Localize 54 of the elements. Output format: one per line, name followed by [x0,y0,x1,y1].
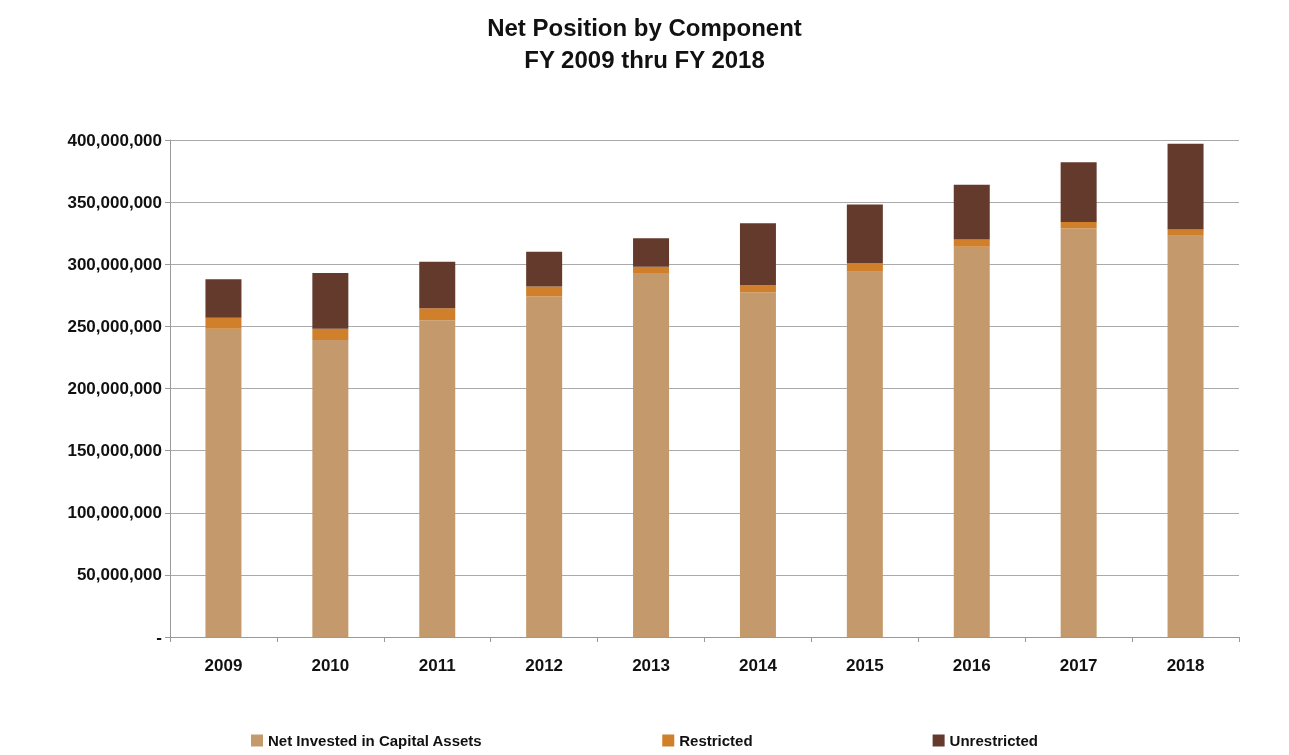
bar [739,292,776,637]
bar [419,308,456,321]
bar [953,239,990,247]
bar [526,296,563,637]
bar [846,271,883,637]
y-tick-label: 350,000,000 [67,192,162,212]
bar [953,246,990,637]
y-tick-label: 400,000,000 [67,130,162,150]
x-tick-label: 2014 [739,656,778,675]
bar [312,272,349,329]
bar [1060,222,1097,229]
bar [1060,162,1097,223]
bar [1167,235,1204,637]
bar [953,184,990,240]
bar [312,340,349,637]
y-tick-label: 100,000,000 [67,503,162,523]
x-tick-label: 2010 [311,656,350,675]
bar [1060,228,1097,637]
y-tick-label: 250,000,000 [67,316,162,336]
bar [419,320,456,637]
x-tick-label: 2016 [952,656,991,675]
bar [846,263,883,272]
legend-label: Net Invested in Capital Assets [268,732,482,749]
bar [205,317,242,329]
y-tick-label: 150,000,000 [67,441,162,461]
x-tick-label: 2009 [204,656,243,675]
bar [633,266,670,273]
x-tick-label: 2011 [418,656,456,675]
chart-subtitle: FY 2009 thru FY 2018 [524,45,765,73]
legend-label: Unrestricted [949,732,1038,749]
y-tick-label: 50,000,000 [76,565,162,585]
x-tick-label: 2013 [632,656,670,675]
bar [205,328,242,637]
bar [739,285,776,293]
x-tick-label: 2017 [1059,656,1098,675]
y-tick-label: - [156,627,162,647]
bar [526,251,563,287]
bar [633,238,670,267]
bar [312,328,349,341]
bar [846,204,883,264]
bar [526,286,563,297]
x-tick-label: 2015 [845,656,884,675]
bar [205,279,242,318]
x-tick-label: 2018 [1166,656,1205,675]
y-tick-label: 200,000,000 [67,379,162,398]
chart-title: Net Position by Component [487,13,802,41]
legend-label: Restricted [679,732,753,749]
x-tick-label: 2012 [525,656,564,675]
bar [1167,229,1204,236]
bar [633,272,670,637]
y-tick-label: 300,000,000 [67,254,162,274]
bar [1167,143,1204,230]
bar [739,223,776,286]
bar [419,261,456,309]
